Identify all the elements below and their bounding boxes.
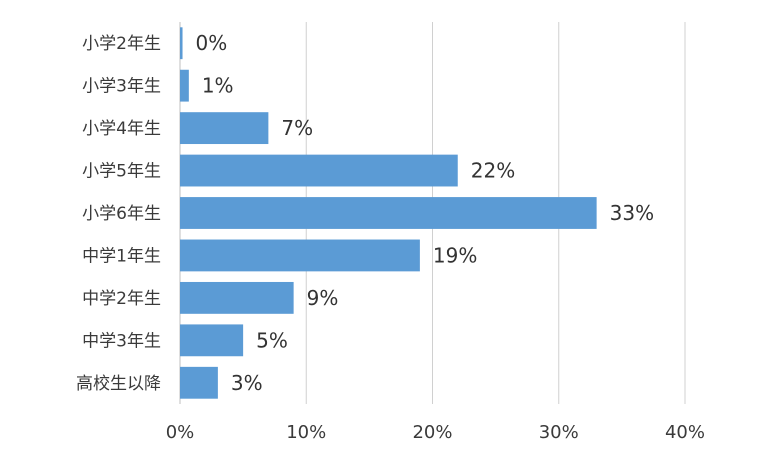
x-tick-label: 10%	[286, 422, 326, 443]
bar	[180, 366, 218, 399]
data-label: 19%	[433, 243, 477, 267]
bar	[180, 154, 458, 187]
category-label: 小学2年生	[82, 34, 161, 54]
bar	[180, 112, 269, 145]
bar	[180, 27, 183, 60]
x-tick-labels: 0% 10% 20% 30% 40%	[166, 422, 705, 443]
bar	[180, 281, 294, 314]
x-tick-label: 20%	[412, 422, 452, 443]
category-label: 高校生以降	[76, 374, 161, 394]
category-label: 中学2年生	[82, 289, 161, 309]
x-tick-label: 0%	[166, 422, 195, 443]
bar	[180, 324, 244, 357]
data-label: 5%	[256, 328, 288, 352]
value-labels: 0% 1% 7% 22% 33% 19% 9% 5% 3%	[196, 31, 655, 395]
data-label: 0%	[196, 31, 228, 55]
category-labels: 小学2年生小学3年生小学4年生小学5年生小学6年生中学1年生中学2年生中学3年生…	[76, 34, 161, 394]
bars	[180, 27, 597, 399]
bar	[180, 239, 420, 272]
x-tick-label: 30%	[539, 422, 579, 443]
bar	[180, 197, 597, 229]
category-label: 小学6年生	[82, 204, 161, 224]
data-label: 1%	[202, 74, 234, 98]
category-label: 中学3年生	[82, 331, 161, 351]
category-label: 小学3年生	[82, 77, 161, 97]
data-label: 7%	[281, 116, 313, 140]
x-tick-label: 40%	[665, 422, 705, 443]
category-label: 中学1年生	[82, 246, 161, 266]
category-label: 小学4年生	[82, 119, 161, 139]
bar	[180, 69, 189, 102]
data-label: 22%	[471, 159, 515, 183]
data-label: 9%	[307, 286, 339, 310]
data-label: 33%	[610, 201, 654, 225]
data-label: 3%	[231, 371, 263, 395]
category-label: 小学5年生	[82, 162, 161, 182]
